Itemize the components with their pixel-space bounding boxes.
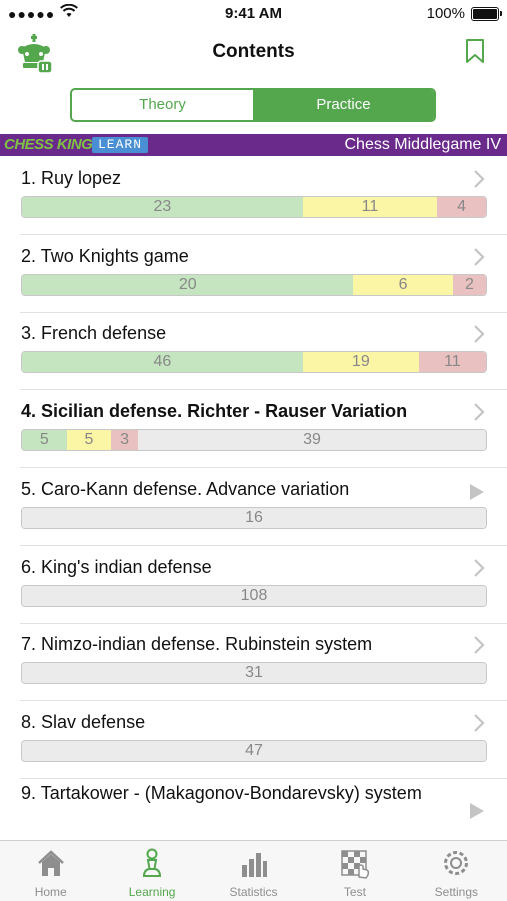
chapter-list: 1. Ruy lopez 23 11 4 2. Two Knights game 20 6 2… — [0, 158, 507, 840]
row-separator — [20, 234, 507, 235]
progress-segment-grey: 47 — [22, 741, 486, 761]
progress-bar: 20 6 2 — [21, 274, 487, 296]
chapter-row[interactable]: 1. Ruy lopez 23 11 4 — [0, 158, 507, 235]
chevron-right-icon — [474, 170, 485, 188]
play-icon — [470, 484, 484, 500]
progress-segment-red: 4 — [437, 197, 486, 217]
progress-segment-red: 2 — [452, 275, 486, 295]
status-time: 9:41 AM — [225, 5, 282, 22]
home-icon — [37, 850, 64, 876]
practice-segment[interactable]: Practice — [253, 90, 434, 120]
progress-segment-green: 23 — [22, 197, 303, 217]
chevron-right-icon — [474, 403, 485, 421]
chapter-title: 1. Ruy lopez — [21, 168, 122, 188]
course-title: Chess Middlegame IV — [344, 136, 501, 153]
row-separator — [20, 389, 507, 390]
brand-logo-text: CHESS KING — [4, 136, 93, 153]
chapter-title: 7. Nimzo-indian defense. Rubinstein syst… — [21, 634, 373, 654]
progress-bar: 108 — [21, 585, 487, 607]
tab-settings[interactable]: Settings — [406, 841, 507, 901]
wifi-icon — [60, 4, 78, 17]
chevron-right-icon — [474, 325, 485, 343]
progress-bar: 46 19 11 — [21, 351, 487, 373]
bookmark-icon[interactable] — [465, 38, 485, 64]
chevron-right-icon — [474, 714, 485, 732]
progress-segment-grey: 16 — [22, 508, 486, 528]
chapter-row[interactable]: 3. French defense 46 19 11 — [0, 313, 507, 390]
progress-segment-yellow: 19 — [302, 352, 419, 372]
progress-segment-grey: 108 — [22, 586, 486, 606]
chapter-title: 3. French defense — [21, 323, 167, 343]
progress-segment-yellow: 6 — [353, 275, 453, 295]
signal-icon: ●●●●● — [8, 6, 56, 22]
chapter-row[interactable]: 6. King's indian defense 108 — [0, 547, 507, 624]
tab-test[interactable]: Test — [304, 841, 405, 901]
chapter-title: 5. Caro-Kann defense. Advance variation — [21, 479, 350, 499]
pawn-icon — [143, 848, 162, 877]
chapter-row[interactable]: 4. Sicilian defense. Richter - Rauser Va… — [0, 391, 507, 468]
gear-icon — [444, 851, 469, 875]
tab-label: Statistics — [229, 885, 278, 899]
progress-segment-red: 11 — [418, 352, 486, 372]
chapter-row[interactable]: 5. Caro-Kann defense. Advance variation 1… — [0, 469, 507, 546]
tab-label: Test — [343, 885, 366, 899]
chevron-right-icon — [474, 636, 485, 654]
tab-label: Learning — [128, 885, 176, 899]
progress-segment-green: 5 — [22, 430, 67, 450]
chapter-row[interactable]: 7. Nimzo-indian defense. Rubinstein syst… — [0, 624, 507, 701]
row-separator — [20, 700, 507, 701]
chapter-title: 6. King's indian defense — [21, 557, 212, 577]
chapter-title: 4. Sicilian defense. Richter - Rauser Va… — [21, 401, 408, 421]
row-separator — [20, 312, 507, 313]
course-banner: CHESS KING LEARN Chess Middlegame IV — [0, 134, 507, 156]
tab-label: Settings — [434, 885, 478, 899]
tab-learning[interactable]: Learning — [101, 841, 202, 901]
progress-bar: 31 — [21, 662, 487, 684]
chevron-right-icon — [474, 248, 485, 266]
chessboard-icon — [341, 850, 369, 879]
chapter-title: 8. Slav defense — [21, 712, 146, 732]
progress-bar: 5 5 3 39 — [21, 429, 487, 451]
chapter-row[interactable]: 9. Tartakower - (Makagonov-Bondarevsky) … — [0, 780, 507, 840]
learn-badge: LEARN — [92, 137, 149, 153]
chevron-right-icon — [474, 559, 485, 577]
row-separator — [20, 778, 507, 779]
progress-segment-red: 3 — [111, 430, 138, 450]
progress-segment-yellow: 11 — [302, 197, 438, 217]
page-title: Contents — [212, 41, 295, 62]
tab-label: Home — [34, 885, 67, 899]
chapter-title: 2. Two Knights game — [21, 246, 189, 266]
bar-chart-icon — [241, 853, 267, 877]
chapter-row[interactable]: 8. Slav defense 47 — [0, 702, 507, 779]
tab-statistics[interactable]: Statistics — [203, 841, 304, 901]
row-separator — [20, 545, 507, 546]
row-separator — [20, 623, 507, 624]
progress-segment-green: 20 — [22, 275, 354, 295]
battery-percent: 100% — [426, 5, 465, 22]
tab-home[interactable]: Home — [0, 841, 101, 901]
status-bar: ●●●●● 9:41 AM 100% — [0, 0, 507, 28]
progress-segment-green: 46 — [22, 352, 303, 372]
progress-bar: 47 — [21, 740, 487, 762]
row-separator — [20, 467, 507, 468]
theory-segment[interactable]: Theory — [139, 96, 186, 113]
mode-segmented-control: Theory Practice — [70, 88, 436, 122]
progress-segment-yellow: 5 — [66, 430, 112, 450]
chapter-row[interactable]: 2. Two Knights game 20 6 2 — [0, 236, 507, 313]
progress-bar: 16 — [21, 507, 487, 529]
nav-bar: Contents — [0, 28, 507, 78]
play-icon — [470, 803, 484, 819]
progress-segment-grey: 31 — [22, 663, 486, 683]
chapter-title: 9. Tartakower - (Makagonov-Bondarevsky) … — [21, 783, 422, 803]
tab-bar: Home Learning Statistics Test Settings — [0, 840, 507, 901]
chess-king-logo-icon[interactable] — [14, 34, 54, 74]
progress-segment-grey: 39 — [137, 430, 486, 450]
battery-icon — [471, 7, 502, 21]
progress-bar: 23 11 4 — [21, 196, 487, 218]
